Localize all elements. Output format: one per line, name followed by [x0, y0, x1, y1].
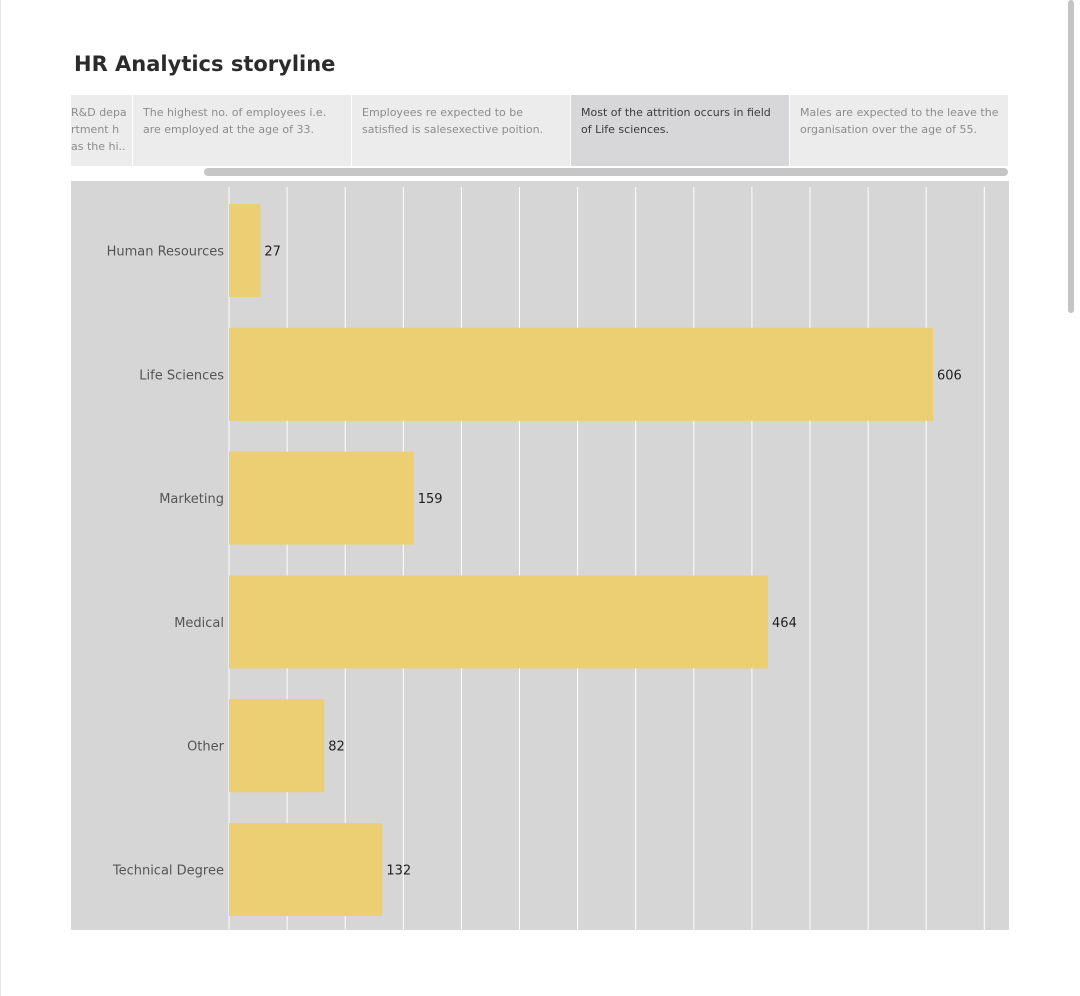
- bar-chart-svg: Human Resources 27 Life Sciences 606 Marketi…: [107, 187, 985, 930]
- data-label: 606: [937, 368, 962, 383]
- data-label: 132: [386, 864, 411, 879]
- story-point-1[interactable]: R&D depa rtment h as the hi..: [71, 95, 133, 166]
- data-label: 159: [418, 492, 443, 507]
- bar[interactable]: [229, 699, 325, 793]
- page-title: HR Analytics storyline: [74, 52, 336, 76]
- bar[interactable]: [229, 575, 769, 669]
- category-label: Life Sciences: [139, 368, 224, 383]
- data-label: 464: [772, 616, 797, 631]
- category-label: Human Resources: [107, 245, 225, 260]
- bar[interactable]: [229, 204, 261, 297]
- story-point-2[interactable]: The highest no. of employees i.e. are em…: [133, 95, 352, 166]
- story-navigator: R&D depa rtment h as the hi.. The highes…: [71, 95, 1009, 166]
- category-label: Other: [187, 740, 225, 755]
- category-label: Medical: [174, 616, 224, 631]
- page-border: [0, 0, 1, 996]
- story-point-5[interactable]: Males are expected to the leave the orga…: [790, 95, 1009, 166]
- bar[interactable]: [229, 823, 383, 916]
- bar[interactable]: [229, 451, 414, 545]
- story-point-4[interactable]: Most of the attrition occurs in field of…: [571, 95, 790, 166]
- category-label: Technical Degree: [112, 864, 224, 879]
- category-label: Marketing: [159, 492, 224, 507]
- bar-chart: Human Resources 27 Life Sciences 606 Marketi…: [71, 181, 1009, 930]
- data-label: 82: [328, 740, 345, 755]
- data-label: 27: [264, 245, 281, 260]
- story-navigator-scrollbar[interactable]: [204, 168, 1008, 176]
- bar[interactable]: [229, 327, 933, 421]
- page-scrollbar[interactable]: [1068, 0, 1074, 313]
- story-point-3[interactable]: Employees re expected to be satisfied is…: [352, 95, 571, 166]
